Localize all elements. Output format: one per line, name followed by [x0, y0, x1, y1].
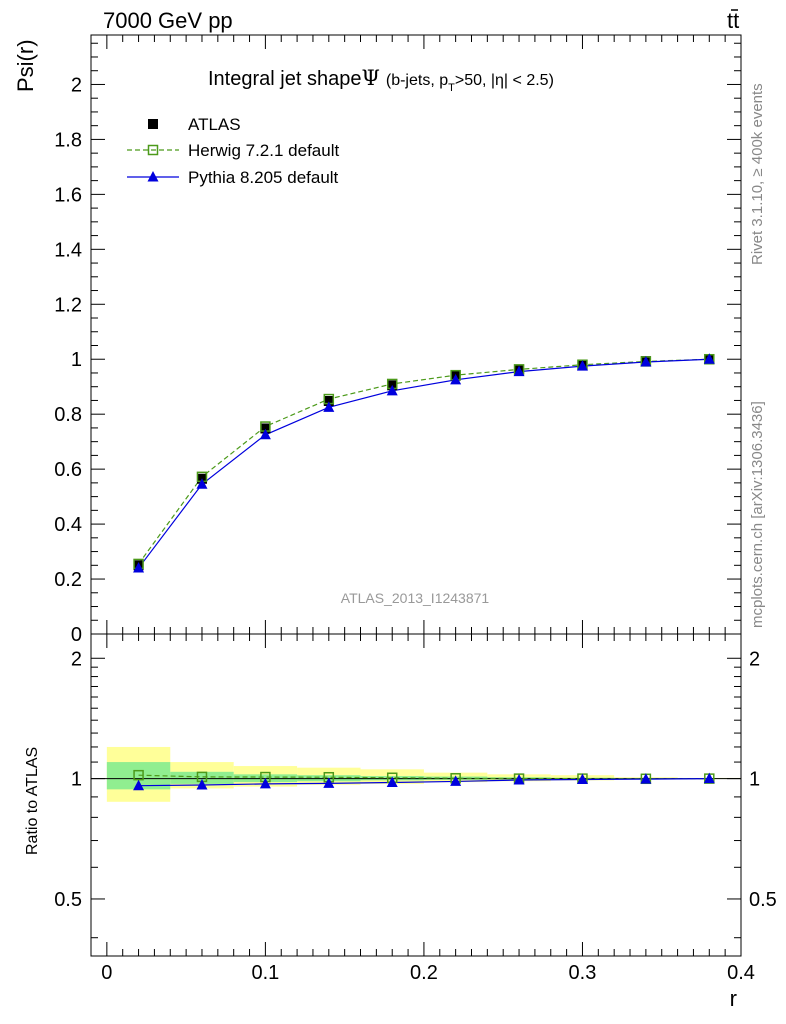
- main-ytick-label-10: 2: [71, 74, 82, 96]
- main-plot-content: [133, 353, 715, 573]
- ratio-point-s1-5: [450, 775, 462, 786]
- point-s0-2: [260, 423, 271, 434]
- ratio-ytick-label-2: 2: [71, 648, 82, 670]
- legend-marker-0: [148, 119, 158, 129]
- main-ytick-label-6: 1.2: [54, 294, 82, 316]
- ratio-xtick-label-1: 0.1: [251, 962, 279, 984]
- point-s2-8: [640, 355, 652, 367]
- analysis-watermark: ATLAS_2013_I1243871: [341, 590, 490, 606]
- ratio-series-line-0: [138, 774, 710, 780]
- main-ytick-label-4: 0.8: [54, 404, 82, 426]
- main-ytick-label-1: 0.2: [54, 569, 82, 591]
- ratio-ytick-label-0: 0.5: [54, 889, 82, 911]
- series-line-1: [138, 358, 710, 565]
- point-s2-0: [133, 562, 145, 573]
- mcplots-label: mcplots.cern.ch [arXiv:1306.3436]: [749, 401, 766, 628]
- ratio-point-s1-1: [196, 778, 208, 790]
- main-ytick-label-9: 1.8: [54, 129, 82, 151]
- ratio-plot-frame: [90, 633, 742, 957]
- point-s2-1: [196, 478, 208, 489]
- series-line-2: [138, 358, 710, 569]
- main-ytick-label-3: 0.6: [54, 459, 82, 481]
- ratio-point-s1-7: [576, 773, 588, 784]
- point-s0-3: [323, 395, 334, 406]
- band-stat-1: [170, 771, 234, 784]
- main-ytick-label-2: 0.4: [54, 514, 82, 536]
- ratio-point-s1-8: [640, 773, 652, 784]
- ratio-ytick-label-1: 1: [71, 769, 82, 791]
- main-panel: 0 0.2 0.4 0.6 0.8 1 1.2 1.4 1.6 1.8 2 Psi(r) Integ…: [13, 34, 742, 646]
- point-s2-5: [450, 373, 462, 385]
- main-ytick-label-5: 1: [71, 349, 82, 371]
- ratio-ytick-label-right-2: 2: [749, 648, 760, 670]
- ratio-ytick-label-right-0: 0.5: [749, 889, 777, 911]
- ratio-panel: 0.5 0.5 1 1 2 2 0 0.1 0.2 0.3 0.4 Ratio to ATLAS r: [24, 633, 777, 1011]
- header-energy: 7000 GeV pp: [103, 8, 233, 33]
- legend: ATLAS Herwig 7.2.1 default Pythia 8.205 de…: [127, 115, 339, 187]
- ratio-point-s1-2: [259, 777, 271, 789]
- ratio-point-s1-6: [513, 774, 525, 785]
- rivet-label: Rivet 3.1.10, ≥ 400k events: [749, 83, 766, 265]
- point-s2-7: [576, 360, 588, 371]
- ratio-ytick-label-right-1: 1: [749, 769, 760, 791]
- point-s2-2: [259, 428, 271, 440]
- ratio-plot-content: [91, 746, 741, 802]
- legend-label-2: Pythia 8.205 default: [188, 168, 339, 187]
- ratio-xtick-label-3: 0.3: [569, 962, 597, 984]
- psi-symbol: Ψ: [361, 66, 379, 90]
- ratio-xtick-label-4: 0.4: [727, 962, 755, 984]
- point-s2-9: [703, 353, 715, 364]
- main-axes: 0 0.2 0.4 0.6 0.8 1 1.2 1.4 1.6 1.8 2: [54, 35, 742, 646]
- main-y-axis-label: Psi(r): [13, 39, 38, 92]
- legend-marker-2: [147, 171, 159, 182]
- ratio-point-s0-0: [133, 769, 144, 781]
- ratio-y-axis-label: Ratio to ATLAS: [24, 747, 41, 855]
- x-axis-label: r: [730, 986, 737, 1011]
- main-ytick-label-8: 1.6: [54, 184, 82, 206]
- ratio-point-s1-3: [323, 777, 335, 788]
- ratio-xtick-label-2: 0.2: [410, 962, 438, 984]
- point-s2-6: [513, 365, 525, 377]
- ratio-point-s1-0: [133, 779, 145, 791]
- main-ytick-label-0: 0: [71, 624, 82, 646]
- ratio-xtick-label-0: 0: [101, 962, 112, 984]
- ratio-point-s1-4: [386, 776, 398, 787]
- legend-marker-1: [147, 144, 159, 156]
- header-process: tt: [727, 8, 739, 33]
- point-s2-4: [386, 384, 398, 396]
- ratio-axes: 0.5 0.5 1 1 2 2 0 0.1 0.2 0.3 0.4: [54, 634, 777, 984]
- ratio-series-line-1: [138, 778, 710, 787]
- ratio-point-s1-9: [703, 772, 715, 784]
- point-s2-3: [323, 401, 335, 412]
- chart-title: Integral jet shapeΨ (b-jets, pT>50, |η| <…: [208, 66, 554, 94]
- legend-label-0: ATLAS: [188, 115, 241, 134]
- legend-label-1: Herwig 7.2.1 default: [188, 141, 339, 160]
- main-ytick-label-7: 1.4: [54, 239, 82, 261]
